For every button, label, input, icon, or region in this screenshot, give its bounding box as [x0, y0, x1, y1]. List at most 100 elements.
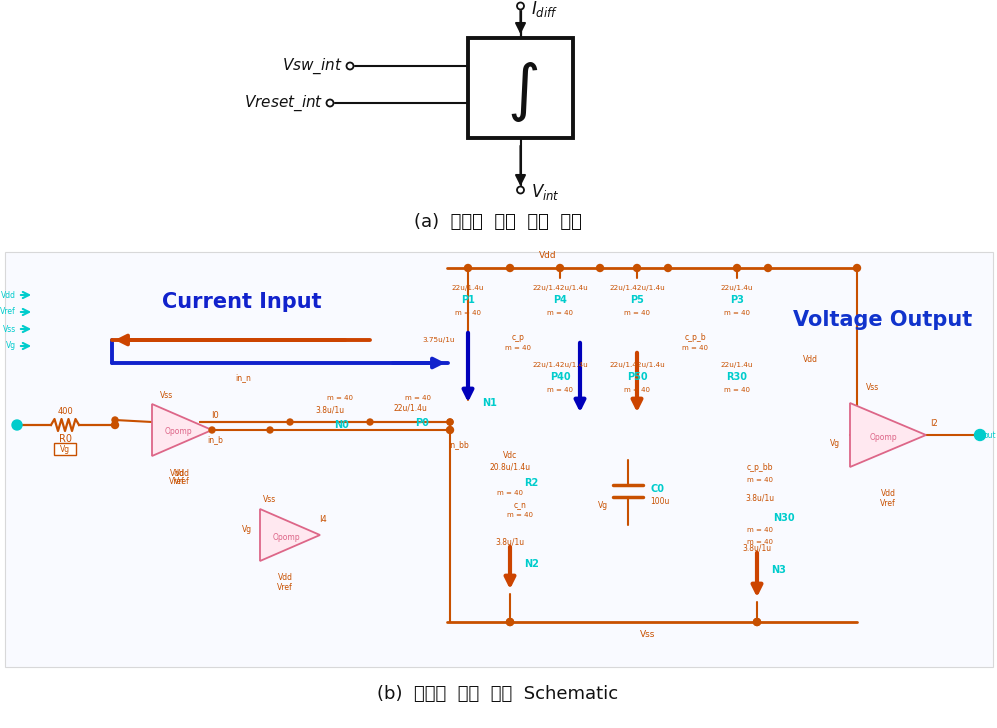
- Text: Vref: Vref: [277, 582, 293, 591]
- Text: 22u/1.4u: 22u/1.4u: [721, 285, 754, 291]
- Text: m = 40: m = 40: [507, 512, 533, 518]
- Text: m = 40: m = 40: [547, 310, 573, 316]
- Text: m = 40: m = 40: [747, 527, 773, 533]
- Circle shape: [326, 100, 334, 106]
- Text: $V_{int}$: $V_{int}$: [530, 182, 559, 202]
- Text: Vdd: Vdd: [174, 469, 189, 478]
- Text: c_p: c_p: [511, 333, 524, 342]
- Text: Current Input: Current Input: [162, 292, 322, 312]
- Polygon shape: [152, 404, 212, 456]
- Text: Vg: Vg: [830, 438, 840, 448]
- Circle shape: [556, 264, 563, 272]
- Text: Vg: Vg: [242, 526, 252, 534]
- Text: 3.75u/1u: 3.75u/1u: [423, 337, 455, 343]
- Text: m = 40: m = 40: [624, 310, 650, 316]
- Bar: [54, 443, 76, 455]
- Circle shape: [447, 419, 453, 425]
- Text: 22u/1.42u/1.4u: 22u/1.42u/1.4u: [532, 362, 588, 368]
- Text: $I_{diff}$: $I_{diff}$: [530, 0, 557, 19]
- Text: m = 40: m = 40: [624, 387, 650, 393]
- Text: in_b: in_b: [207, 435, 223, 445]
- Circle shape: [447, 419, 453, 425]
- Text: Vg: Vg: [60, 445, 70, 454]
- Text: (b)  에러값  누적  회로  Schematic: (b) 에러값 누적 회로 Schematic: [378, 685, 618, 703]
- Text: Voltage Output: Voltage Output: [793, 310, 972, 330]
- Circle shape: [506, 619, 513, 625]
- Text: $Vreset\_int$: $Vreset\_int$: [243, 93, 323, 113]
- Text: Vg: Vg: [6, 341, 16, 350]
- Circle shape: [112, 417, 118, 423]
- Text: 22u/1.42u/1.4u: 22u/1.42u/1.4u: [609, 285, 665, 291]
- Text: in_n: in_n: [235, 373, 251, 382]
- Text: 3.8u/1u: 3.8u/1u: [315, 405, 345, 414]
- Circle shape: [267, 427, 273, 433]
- Text: 100u: 100u: [650, 496, 669, 505]
- Text: m = 40: m = 40: [505, 345, 531, 351]
- Circle shape: [12, 420, 22, 430]
- Text: 22u/1.4u: 22u/1.4u: [721, 362, 754, 368]
- Circle shape: [517, 2, 524, 9]
- Text: m = 40: m = 40: [327, 395, 353, 401]
- Text: Opomp: Opomp: [869, 432, 897, 441]
- Text: C0: C0: [650, 484, 664, 494]
- Text: $Vsw\_int$: $Vsw\_int$: [282, 56, 343, 76]
- Text: 3.8u/1u: 3.8u/1u: [743, 544, 772, 553]
- Circle shape: [517, 186, 524, 194]
- Text: I4: I4: [319, 515, 327, 524]
- Text: Opomp: Opomp: [272, 532, 300, 542]
- Circle shape: [367, 419, 373, 425]
- Text: c_p_b: c_p_b: [684, 333, 706, 342]
- Text: Vref: Vref: [0, 307, 16, 317]
- Bar: [468, 38, 573, 138]
- Text: P40: P40: [549, 372, 570, 382]
- Circle shape: [734, 264, 741, 272]
- Bar: [5, 252, 993, 667]
- Circle shape: [112, 422, 119, 429]
- Text: m = 40: m = 40: [747, 539, 773, 545]
- Text: R0: R0: [59, 434, 72, 444]
- Text: (a)  에러값  누적  회로  심벗: (a) 에러값 누적 회로 심벗: [414, 213, 582, 231]
- Text: Vdd: Vdd: [1, 290, 16, 299]
- Text: Vss: Vss: [640, 630, 656, 639]
- Text: R2: R2: [524, 478, 538, 488]
- Text: m = 40: m = 40: [405, 395, 431, 401]
- Text: P0: P0: [415, 418, 429, 428]
- Text: c_p_bb: c_p_bb: [747, 464, 774, 472]
- Circle shape: [506, 264, 513, 272]
- Text: m = 40: m = 40: [682, 345, 708, 351]
- Text: m = 40: m = 40: [497, 490, 523, 496]
- Text: Vdd: Vdd: [880, 488, 895, 497]
- Text: Vref: Vref: [880, 499, 896, 507]
- Text: Vss: Vss: [866, 382, 879, 392]
- Text: Vss: Vss: [3, 325, 16, 333]
- Text: 22u/1.4u: 22u/1.4u: [452, 285, 485, 291]
- Text: P5: P5: [630, 295, 644, 305]
- Text: 22u/1.4u: 22u/1.4u: [393, 403, 427, 413]
- Text: R30: R30: [727, 372, 748, 382]
- Polygon shape: [850, 403, 926, 467]
- Text: I0: I0: [211, 411, 219, 419]
- Text: in_bb: in_bb: [448, 440, 469, 449]
- Text: $\int$: $\int$: [506, 60, 538, 124]
- Text: Vref: Vref: [174, 478, 189, 486]
- Text: N30: N30: [773, 513, 795, 523]
- Circle shape: [347, 63, 354, 69]
- Circle shape: [447, 427, 454, 433]
- Text: Vdc: Vdc: [502, 451, 517, 459]
- Text: P50: P50: [627, 372, 647, 382]
- Circle shape: [974, 430, 985, 440]
- Text: Opomp: Opomp: [165, 427, 191, 437]
- Text: 3.8u/1u: 3.8u/1u: [496, 537, 524, 547]
- Circle shape: [465, 264, 472, 272]
- Text: N2: N2: [524, 559, 538, 569]
- Circle shape: [506, 619, 513, 625]
- Circle shape: [765, 264, 772, 272]
- Polygon shape: [260, 509, 320, 561]
- Circle shape: [633, 264, 640, 272]
- Text: Vdd: Vdd: [277, 574, 292, 582]
- Text: Vdd: Vdd: [539, 251, 556, 260]
- Text: P4: P4: [553, 295, 567, 305]
- Text: m = 40: m = 40: [547, 387, 573, 393]
- Text: Vdd: Vdd: [169, 469, 184, 478]
- Text: m = 40: m = 40: [724, 387, 750, 393]
